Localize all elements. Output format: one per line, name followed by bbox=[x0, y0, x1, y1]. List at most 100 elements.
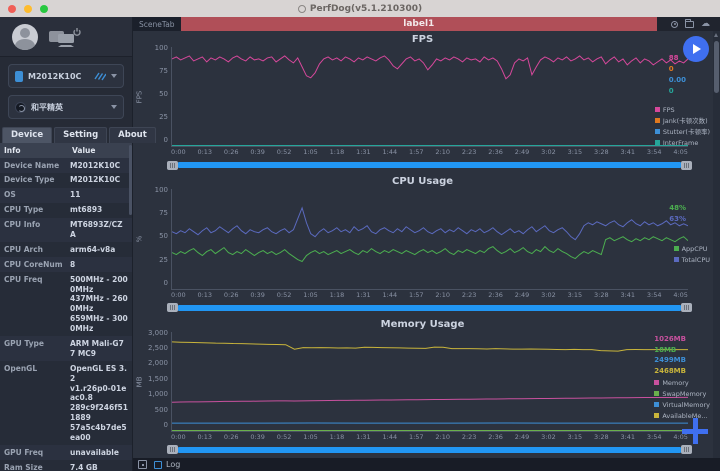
current-value: 18MB bbox=[654, 345, 677, 354]
legend-item[interactable]: TotalCPU bbox=[673, 255, 710, 266]
current-value: 0 bbox=[668, 86, 674, 95]
cloud-icon[interactable]: ☁ bbox=[701, 18, 710, 29]
main-panel: SceneTab label1 ☁ FPS FPS 100 75 50 25 0 bbox=[133, 17, 720, 471]
profile-bar bbox=[0, 17, 132, 57]
device-select[interactable]: M2012K10C bbox=[8, 64, 124, 88]
location-icon[interactable] bbox=[671, 20, 678, 28]
chevron-down-icon[interactable] bbox=[111, 74, 117, 78]
log-toggle[interactable]: Log bbox=[154, 460, 180, 469]
table-row: CPU Type mt6893 bbox=[0, 202, 132, 218]
cpu-series-svg bbox=[172, 189, 688, 288]
fps-chart: FPS FPS 100 75 50 25 0 88 0 0.00 0 FPS Jank(卡顿次数… bbox=[133, 31, 712, 173]
user-avatar-icon[interactable] bbox=[12, 23, 38, 50]
legend-item[interactable]: InterFrame bbox=[654, 138, 710, 149]
fps-legend: FPS Jank(卡顿次数) Stutter(卡顿率) InterFrame bbox=[654, 105, 710, 149]
device-table-body: Device Name M2012K10C Device Type M2012K10C… bbox=[0, 158, 132, 471]
sidebar-scrollbar[interactable] bbox=[129, 145, 132, 215]
vertical-scrollbar[interactable] bbox=[713, 31, 720, 458]
zoom-window-button[interactable] bbox=[40, 4, 48, 13]
usb-connection-icon[interactable] bbox=[94, 71, 106, 81]
legend-item[interactable]: AppCPU bbox=[673, 244, 710, 255]
current-value: 0.00 bbox=[668, 75, 686, 84]
chart-title: CPU Usage bbox=[391, 176, 454, 188]
memory-range-scrollbar[interactable] bbox=[167, 444, 692, 456]
current-values: 88 0 0.00 0 bbox=[669, 53, 686, 96]
table-row: OS 11 bbox=[0, 187, 132, 203]
expand-panel-icon[interactable] bbox=[138, 460, 147, 469]
tab-about[interactable]: About bbox=[109, 127, 156, 143]
table-row: GPU Freq unavailable bbox=[0, 445, 132, 461]
scrollbar-right-handle[interactable] bbox=[681, 445, 692, 455]
legend-item[interactable]: FPS bbox=[654, 105, 710, 116]
scene-bar-icons: ☁ bbox=[671, 17, 720, 31]
scene-tab[interactable]: SceneTab bbox=[133, 17, 181, 31]
scroll-up-arrow-icon[interactable] bbox=[714, 33, 718, 37]
screencast-icon[interactable] bbox=[48, 26, 82, 48]
scrollbar-track[interactable] bbox=[178, 446, 681, 453]
minimize-window-button[interactable] bbox=[24, 4, 32, 13]
phone-icon bbox=[15, 70, 23, 82]
window-title-text: PerfDog(v5.1.210300) bbox=[309, 3, 423, 14]
y-axis-label: FPS bbox=[135, 90, 144, 104]
table-header: Info Value bbox=[0, 143, 132, 158]
scrollbar-track[interactable] bbox=[178, 162, 681, 169]
log-label: Log bbox=[166, 460, 181, 469]
table-row: GPU Type ARM Mali-G77 MC9 bbox=[0, 336, 132, 362]
scrollbar-right-handle[interactable] bbox=[681, 160, 692, 170]
table-row: OpenGL OpenGL ES 3.2 v1.r26p0-01eac0.8 289c… bbox=[0, 361, 132, 446]
app-select-value: 和平精英 bbox=[31, 102, 63, 112]
fps-range-scrollbar[interactable] bbox=[167, 159, 692, 171]
current-values: 48% 63% bbox=[669, 203, 686, 225]
perfdog-logo-icon bbox=[297, 4, 306, 13]
bottom-bar: Log bbox=[133, 458, 720, 471]
tab-device[interactable]: Device bbox=[2, 127, 53, 143]
scrollbar-left-handle[interactable] bbox=[167, 160, 178, 170]
memory-plot[interactable]: 1026MB 18MB 2499MB 2468MB Memory SwapMemory V… bbox=[171, 331, 710, 432]
sidebar-tabs: Device Setting About bbox=[2, 127, 156, 143]
scrollbar-left-handle[interactable] bbox=[167, 303, 178, 313]
cpu-range-scrollbar[interactable] bbox=[167, 302, 692, 314]
sidebar: M2012K10C 和平精英 Device Setting About bbox=[0, 17, 156, 471]
column-header-info: Info bbox=[4, 146, 21, 155]
label-banner[interactable]: label1 bbox=[180, 17, 657, 31]
table-row: Device Name M2012K10C bbox=[0, 158, 132, 173]
app-select[interactable]: 和平精英 bbox=[8, 95, 124, 119]
cpu-plot[interactable]: 48% 63% AppCPU TotalCPU bbox=[171, 189, 710, 290]
scrollbar-left-handle[interactable] bbox=[167, 445, 178, 455]
cpu-chart: CPU Usage % 100 75 50 25 0 48% 63% AppCPU Tota… bbox=[133, 173, 712, 315]
log-checkbox[interactable] bbox=[154, 460, 162, 469]
chevron-down-icon[interactable] bbox=[111, 105, 117, 109]
cpu-legend: AppCPU TotalCPU bbox=[673, 244, 710, 266]
table-row: CPU Info MT6893Z/CZA bbox=[0, 217, 132, 243]
macos-titlebar: PerfDog(v5.1.210300) bbox=[0, 0, 720, 17]
memory-chart: Memory Usage MB 3,000 2,500 2,000 1,500 1,00… bbox=[133, 316, 712, 458]
x-axis-ticks: 0:00 0:13 0:26 0:39 0:52 1:05 1:18 1:31 1:44 1:57… bbox=[171, 432, 688, 441]
folder-icon[interactable] bbox=[685, 19, 694, 28]
close-window-button[interactable] bbox=[8, 4, 16, 13]
tab-setting[interactable]: Setting bbox=[54, 127, 108, 143]
add-chart-button[interactable] bbox=[682, 418, 708, 444]
vertical-scrollbar-thumb[interactable] bbox=[714, 41, 719, 93]
legend-item[interactable]: Jank(卡顿次数) bbox=[654, 116, 710, 127]
current-value: 63% bbox=[669, 215, 686, 224]
legend-item[interactable]: SwapMemory bbox=[654, 389, 710, 400]
table-row: CPU CoreNum 8 bbox=[0, 257, 132, 273]
y-axis-label: MB bbox=[135, 376, 144, 388]
play-button[interactable] bbox=[683, 36, 709, 62]
legend-item[interactable]: Stutter(卡顿率) bbox=[654, 127, 710, 138]
current-value: 0 bbox=[668, 64, 674, 73]
current-value: 48% bbox=[669, 204, 686, 213]
legend-item[interactable]: AvailableMe... bbox=[654, 411, 710, 422]
window-title: PerfDog(v5.1.210300) bbox=[0, 4, 720, 14]
power-icon bbox=[73, 27, 81, 36]
scrollbar-right-handle[interactable] bbox=[681, 303, 692, 313]
legend-item[interactable]: VirtualMemory bbox=[654, 400, 710, 411]
fps-series-svg bbox=[172, 47, 688, 146]
table-row: Ram Size 7.4 GB bbox=[0, 460, 132, 471]
table-row: CPU Freq 500MHz - 2000MHz 437MHz - 2600MHz… bbox=[0, 272, 132, 337]
fps-plot[interactable]: 88 0 0.00 0 FPS Jank(卡顿次数) Stutter(卡顿率) InterF… bbox=[171, 47, 710, 148]
legend-item[interactable]: Memory bbox=[654, 378, 710, 389]
memory-series-svg bbox=[172, 332, 688, 431]
scrollbar-track[interactable] bbox=[178, 304, 681, 311]
y-axis-ticks: 100 75 50 25 0 bbox=[154, 44, 168, 145]
